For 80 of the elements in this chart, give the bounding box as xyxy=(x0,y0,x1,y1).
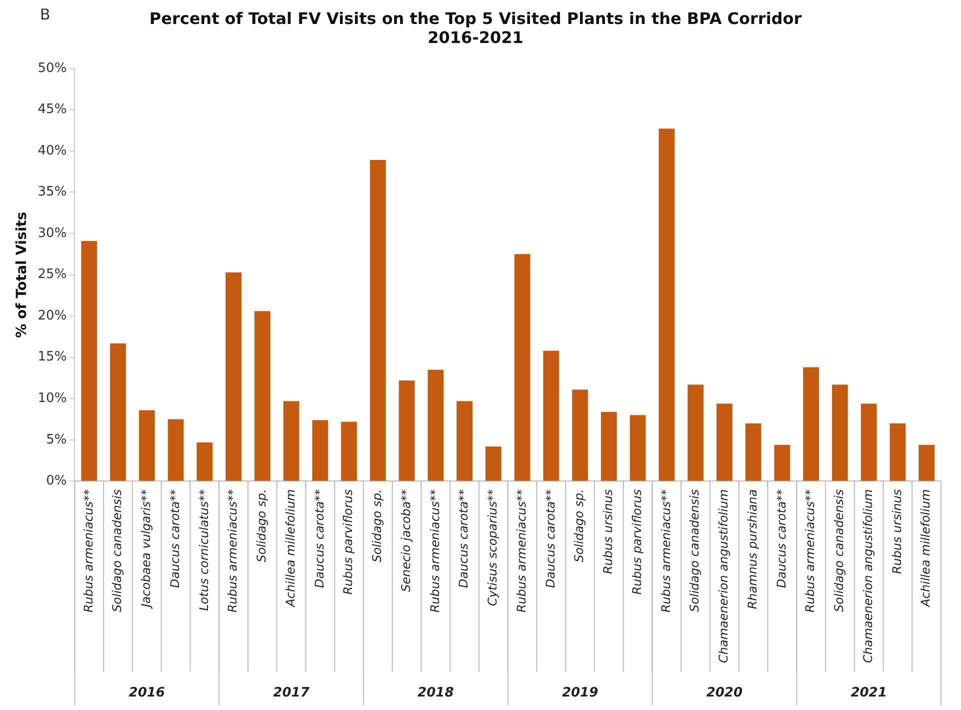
x-tick-label: Solidago sp. xyxy=(572,489,586,562)
x-tick-label: Rubus armeniacus** xyxy=(514,489,528,613)
bar xyxy=(110,343,126,481)
y-axis-title: % of Total Visits xyxy=(14,212,30,338)
x-tick-label: Rubus armeniacus** xyxy=(658,489,673,613)
bar xyxy=(716,404,732,481)
bar xyxy=(81,240,98,481)
x-tick-label: Cytisus scoparius** xyxy=(486,489,500,606)
y-tick-label: 45% xyxy=(38,102,67,118)
bar xyxy=(543,350,560,481)
text: 2017 xyxy=(273,685,310,700)
bar xyxy=(572,390,588,481)
x-tick-label: Jacobaea vulgaris** xyxy=(139,489,154,610)
bar xyxy=(370,160,386,481)
bar xyxy=(138,410,155,481)
bar xyxy=(658,128,675,481)
x-tick-label: Rubus parviflorus xyxy=(630,489,644,595)
x-tick-label: Solidago sp. xyxy=(254,489,269,562)
bar xyxy=(341,422,357,481)
bar xyxy=(168,419,184,481)
x-tick-label: Rhamnus purshiana xyxy=(745,489,760,610)
x-tick-label: Chamaenerion angustifolium xyxy=(716,489,731,664)
x-tick-label: Rubus parviflorus xyxy=(341,489,356,595)
x-tick-label: Achillea millefolium xyxy=(918,489,933,608)
bar xyxy=(226,272,242,481)
x-tick-label: Solidago canadensis xyxy=(688,489,702,612)
y-tick-label: 15% xyxy=(38,350,67,365)
x-tick-label: Achillea millefolium xyxy=(283,489,298,608)
text: 2016 xyxy=(128,685,165,700)
bar xyxy=(456,401,472,481)
x-tick-label: Rubus armeniacus** xyxy=(226,489,240,613)
y-tick-label: 20% xyxy=(38,308,67,324)
y-tick-label: 10% xyxy=(38,391,67,406)
bar xyxy=(196,442,213,481)
bar xyxy=(860,404,877,481)
chart-title: Percent of Total FV Visits on the Top 5 Visited Plants in the BPA Corridor 2016-2021 xyxy=(149,8,802,47)
bar xyxy=(890,423,906,481)
x-tick-label: Daucus carota** xyxy=(168,489,182,588)
text: 2021 xyxy=(850,685,887,700)
x-tick-label: Chamaenerion angustifolium xyxy=(860,489,875,664)
text: 2019 xyxy=(562,685,598,700)
x-tick-label: Rubus ursinus xyxy=(890,489,904,574)
bar xyxy=(832,384,848,481)
y-tick-label: 0% xyxy=(46,474,67,489)
y-tick-label: 30% xyxy=(38,226,67,241)
x-tick-label: Senecio jacoba** xyxy=(398,489,413,592)
bar xyxy=(428,370,444,481)
bar xyxy=(918,444,935,481)
bar xyxy=(688,384,704,481)
bar xyxy=(774,444,790,481)
x-tick-label: Daucus carota** xyxy=(456,489,471,588)
y-tick-label: 40% xyxy=(38,143,67,158)
y-tick-label: 5% xyxy=(46,432,67,448)
bar xyxy=(283,401,300,481)
x-tick-label: Solidago canadensis xyxy=(832,489,846,612)
text: 2020 xyxy=(706,685,743,700)
y-tick-label: 50% xyxy=(38,60,67,76)
bar xyxy=(398,380,415,481)
x-tick-label: Solidago sp. xyxy=(370,489,384,562)
y-tick-label: 35% xyxy=(38,184,67,200)
bar xyxy=(514,254,530,481)
text: B xyxy=(40,5,50,24)
bar xyxy=(254,311,270,481)
x-tick-label: Daucus carota** xyxy=(543,489,558,588)
text: 2018 xyxy=(418,685,454,700)
x-tick-label: Rubus armeniacus** xyxy=(81,489,96,613)
x-tick-label: Daucus carota** xyxy=(774,489,788,588)
x-tick-label: Lotus corniculatus** xyxy=(196,489,211,611)
y-tick-label: 25% xyxy=(38,267,67,282)
bar xyxy=(630,415,646,481)
x-tick-label: Daucus carota** xyxy=(312,489,326,588)
x-tick-label: Rubus armeniacus** xyxy=(803,489,818,613)
bar xyxy=(600,412,617,481)
x-tick-label: Rubus ursinus xyxy=(601,489,616,574)
x-tick-label: Solidago canadensis xyxy=(110,489,124,612)
x-tick-label: Rubus armeniacus** xyxy=(428,489,442,613)
bar xyxy=(803,367,819,481)
bar xyxy=(312,420,328,481)
bar xyxy=(485,446,502,481)
bar xyxy=(745,423,762,481)
